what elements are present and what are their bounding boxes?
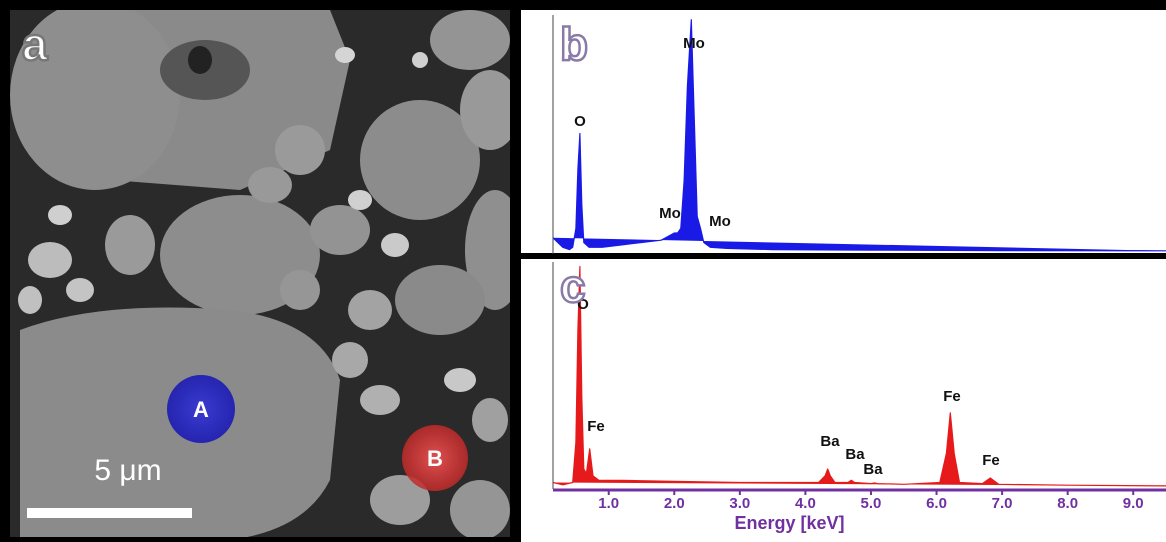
- x-tick-label: 5.0: [861, 495, 882, 512]
- peak-label: Ba: [845, 446, 865, 463]
- figure: A B 5 μm a O Mo Mo Mo b 1.0 2.0 3.0 4.0 5.0 6.0 7.0…: [0, 0, 1166, 542]
- panel-label: b: [560, 18, 588, 70]
- x-tick-label: 7.0: [992, 495, 1013, 512]
- spot-label: A: [193, 397, 209, 422]
- panel-label: c: [560, 260, 586, 312]
- peak-label: Mo: [659, 205, 681, 222]
- x-tick-label: 4.0: [795, 495, 816, 512]
- scale-bar-label: 5 μm: [94, 454, 161, 487]
- spot-label: B: [427, 446, 443, 471]
- x-tick-label: 9.0: [1123, 495, 1144, 512]
- divider: [515, 0, 521, 542]
- x-tick-label: 2.0: [664, 495, 685, 512]
- x-tick-label: 1.0: [598, 495, 619, 512]
- peak-label: Ba: [820, 433, 840, 450]
- x-tick-label: 8.0: [1057, 495, 1078, 512]
- peak-label: Fe: [982, 452, 1000, 469]
- peak-label: Ba: [863, 461, 883, 478]
- x-tick-label: 6.0: [926, 495, 947, 512]
- x-axis-label: Energy [keV]: [734, 513, 844, 533]
- divider: [521, 253, 1166, 259]
- divider: [521, 0, 1166, 10]
- x-tick-label: 3.0: [729, 495, 750, 512]
- peak-label: Mo: [709, 213, 731, 230]
- peak-label: Mo: [683, 35, 705, 52]
- panel-label: a: [22, 18, 48, 70]
- peak-label: Fe: [943, 388, 961, 405]
- scale-bar: [27, 508, 192, 518]
- peak-label: Fe: [587, 418, 605, 435]
- peak-label: O: [574, 113, 586, 130]
